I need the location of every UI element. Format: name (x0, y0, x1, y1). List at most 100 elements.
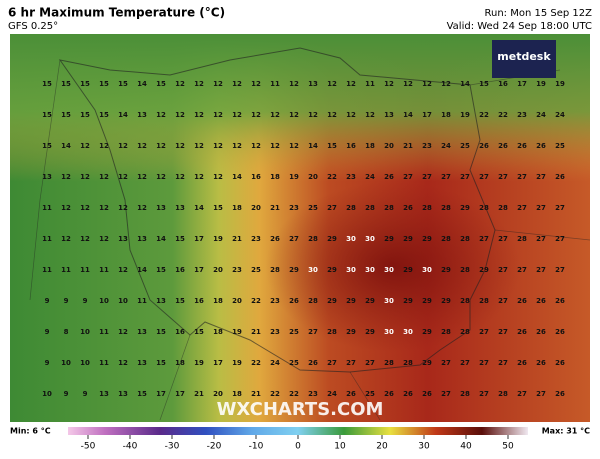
grid-value: 12 (251, 111, 261, 119)
grid-value: 11 (99, 266, 109, 274)
grid-value: 12 (232, 142, 242, 150)
grid-value: 23 (517, 111, 527, 119)
grid-value: 13 (175, 204, 185, 212)
grid-value: 27 (441, 390, 451, 398)
grid-value: 14 (137, 80, 147, 88)
grid-value: 9 (83, 297, 88, 305)
grid-value: 28 (384, 359, 394, 367)
grid-value: 28 (346, 204, 356, 212)
grid-value: 16 (346, 142, 356, 150)
grid-value: 26 (555, 359, 565, 367)
grid-value: 23 (289, 204, 299, 212)
grid-value: 12 (137, 173, 147, 181)
grid-value: 12 (270, 142, 280, 150)
grid-value: 12 (194, 173, 204, 181)
grid-value: 26 (403, 204, 413, 212)
grid-value: 12 (232, 111, 242, 119)
grid-value: 18 (213, 328, 223, 336)
grid-value: 12 (194, 80, 204, 88)
grid-value: 12 (213, 111, 223, 119)
grid-value: 20 (213, 266, 223, 274)
grid-value: 27 (555, 204, 565, 212)
grid-value: 20 (384, 142, 394, 150)
grid-value: 23 (308, 390, 318, 398)
grid-value: 18 (365, 142, 375, 150)
grid-value: 28 (517, 235, 527, 243)
grid-value: 20 (308, 173, 318, 181)
grid-value: 27 (536, 266, 546, 274)
grid-value: 13 (137, 111, 147, 119)
grid-value: 29 (422, 328, 432, 336)
grid-value: 10 (42, 390, 52, 398)
grid-value: 21 (403, 142, 413, 150)
grid-value: 29 (327, 266, 337, 274)
grid-value: 12 (213, 80, 223, 88)
grid-value: 12 (118, 359, 128, 367)
grid-value: 13 (137, 328, 147, 336)
colorbar-tick-label: -30 (165, 442, 180, 452)
grid-value: 29 (441, 266, 451, 274)
grid-value: 27 (555, 235, 565, 243)
grid-value: 12 (346, 80, 356, 88)
grid-value: 9 (45, 359, 50, 367)
grid-value: 27 (498, 173, 508, 181)
grid-value: 12 (175, 80, 185, 88)
run-time: Run: Mon 15 Sep 12Z (485, 8, 593, 19)
grid-value: 11 (80, 266, 90, 274)
grid-value: 25 (555, 142, 565, 150)
grid-value: 8 (64, 328, 69, 336)
grid-value: 26 (308, 359, 318, 367)
grid-value: 18 (270, 173, 280, 181)
grid-value: 12 (289, 80, 299, 88)
grid-value: 19 (536, 80, 546, 88)
colorbar-tick-label: 30 (418, 442, 430, 452)
grid-value: 15 (213, 204, 223, 212)
grid-value: 9 (45, 328, 50, 336)
grid-value: 15 (80, 80, 90, 88)
grid-value: 15 (156, 266, 166, 274)
grid-value: 28 (365, 204, 375, 212)
temperature-field-core (10, 34, 590, 422)
grid-value: 11 (42, 266, 52, 274)
grid-value: 15 (156, 80, 166, 88)
grid-value: 27 (441, 173, 451, 181)
grid-value: 26 (536, 297, 546, 305)
grid-value: 30 (384, 266, 394, 274)
grid-value: 29 (289, 266, 299, 274)
grid-value: 12 (156, 142, 166, 150)
grid-value: 18 (213, 297, 223, 305)
grid-value: 12 (61, 204, 71, 212)
grid-value: 12 (99, 173, 109, 181)
grid-value: 12 (346, 111, 356, 119)
grid-value: 18 (175, 359, 185, 367)
grid-value: 12 (213, 142, 223, 150)
grid-value: 10 (80, 328, 90, 336)
grid-value: 15 (80, 111, 90, 119)
grid-value: 28 (498, 390, 508, 398)
grid-value: 29 (422, 297, 432, 305)
grid-value: 26 (384, 173, 394, 181)
grid-value: 28 (270, 266, 280, 274)
grid-value: 11 (61, 266, 71, 274)
grid-value: 30 (308, 266, 318, 274)
watermark: WXCHARTS.COM (217, 399, 384, 420)
grid-value: 21 (194, 390, 204, 398)
grid-value: 29 (346, 328, 356, 336)
grid-value: 30 (384, 297, 394, 305)
grid-value: 21 (232, 235, 242, 243)
grid-value: 21 (251, 328, 261, 336)
grid-value: 27 (479, 359, 489, 367)
grid-value: 19 (213, 235, 223, 243)
grid-value: 12 (61, 173, 71, 181)
grid-value: 14 (118, 111, 128, 119)
grid-value: 17 (194, 266, 204, 274)
grid-value: 27 (498, 359, 508, 367)
grid-value: 27 (460, 359, 470, 367)
grid-value: 28 (460, 297, 470, 305)
grid-value: 26 (384, 390, 394, 398)
grid-value: 14 (156, 235, 166, 243)
grid-value: 28 (384, 204, 394, 212)
grid-value: 27 (536, 235, 546, 243)
grid-value: 12 (80, 235, 90, 243)
